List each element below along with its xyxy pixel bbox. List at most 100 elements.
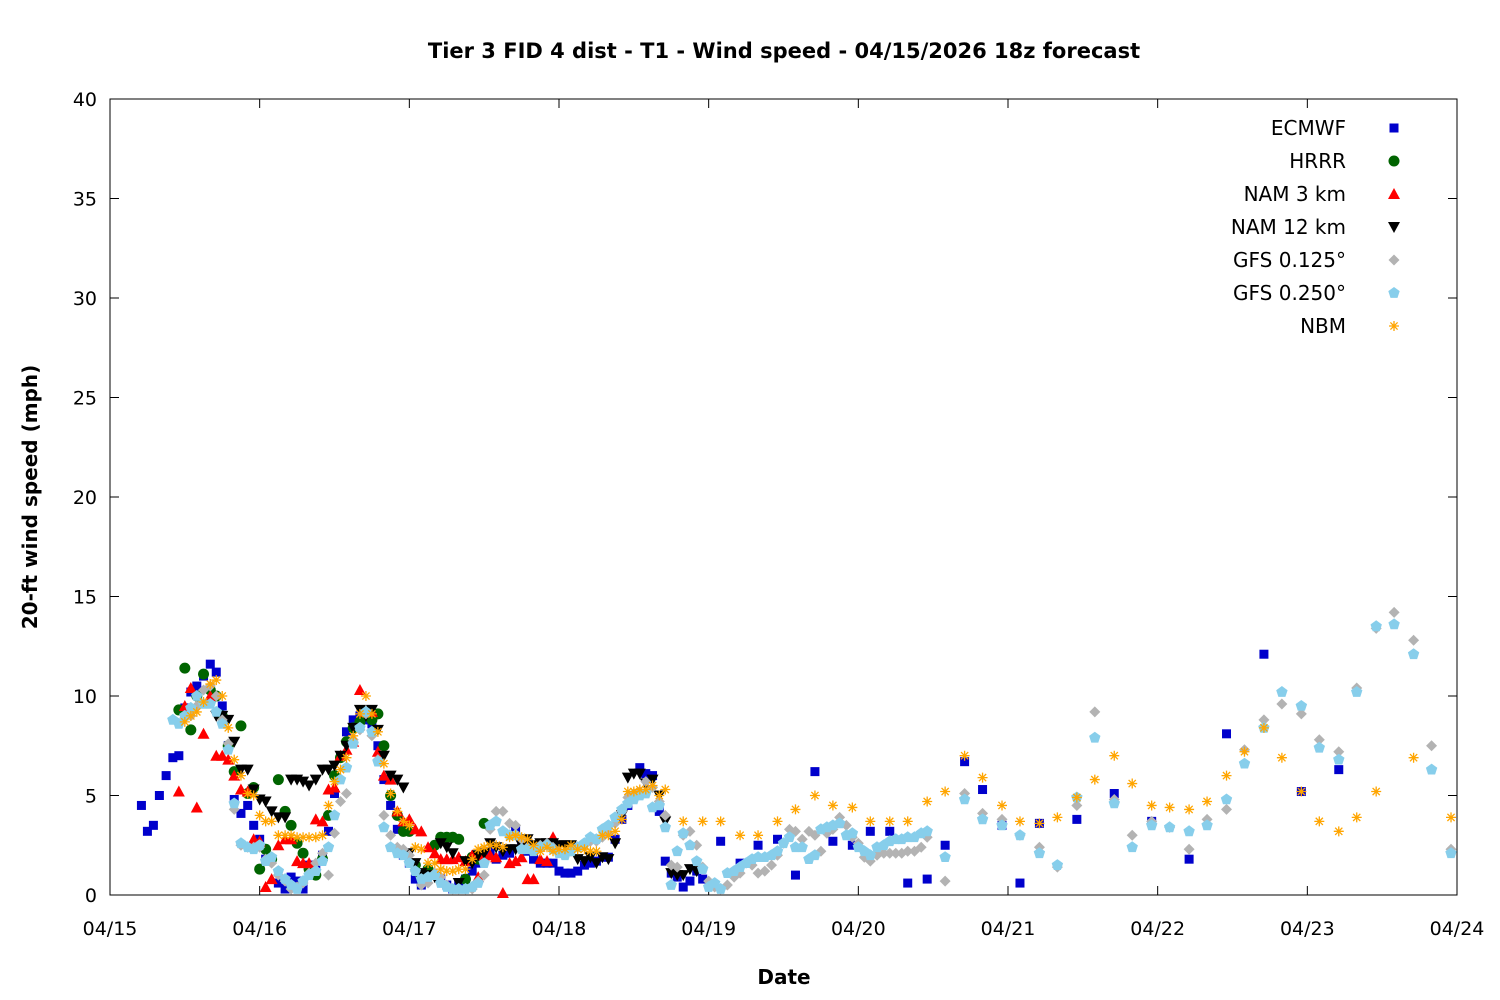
data-point [378,821,390,833]
data-point [640,784,651,795]
data-point [473,844,484,855]
data-point [265,873,278,885]
data-point [211,675,222,686]
data-point [996,819,1008,831]
data-point [154,791,164,800]
data-point [810,767,820,777]
legend-marker [1388,287,1400,298]
data-point [322,764,335,776]
data-point [1071,799,1083,811]
data-point [921,825,933,837]
data-point [654,806,664,816]
data-point [1407,648,1420,660]
data-point [796,833,808,845]
data-point [496,887,509,899]
data-point [286,830,297,841]
data-point [378,758,389,769]
data-point [423,858,434,869]
legend-marker [1388,222,1400,233]
data-point [217,691,228,701]
data-point [1313,734,1325,746]
data-point [1109,750,1120,761]
data-point [591,846,602,857]
data-point [1034,818,1045,829]
data-point [211,667,221,677]
x-tick-label: 04/20 [831,918,886,940]
data-point [678,816,689,827]
data-point [603,830,614,841]
data-point [228,797,240,809]
data-point [329,776,340,787]
data-point [273,830,284,841]
data-point [472,877,484,888]
data-point [441,866,452,877]
series-5 [167,618,1457,894]
data-point [378,809,390,821]
data-point [243,800,253,810]
data-point [671,861,683,873]
data-point [334,750,347,762]
data-point [697,816,708,827]
data-point [205,679,216,690]
data-point [1015,878,1025,888]
data-point [1222,729,1232,739]
data-point [634,784,645,795]
data-point [236,808,246,818]
data-point [559,844,570,855]
data-point [216,717,228,729]
data-point [298,832,309,843]
data-point [478,869,490,881]
data-point [1333,826,1344,837]
x-tick-label: 04/15 [83,918,138,940]
x-axis: 04/15 04/16 04/17 04/18 04/19 04/20 04/21 04/22… [83,99,1484,940]
data-point [902,816,913,827]
data-point [602,854,615,866]
data-point [216,749,229,761]
data-point [217,701,227,711]
data-point [254,810,265,821]
data-point [1313,741,1325,753]
data-point [1445,847,1457,859]
data-point [1239,746,1250,757]
data-point [864,849,876,861]
data-point [766,859,778,871]
data-point [1370,620,1382,632]
data-point [259,881,272,893]
data-point [714,883,727,894]
data-point [1314,816,1325,827]
data-point [548,846,559,857]
data-point [228,769,241,781]
data-point [903,878,913,888]
data-point [179,716,190,727]
data-point [621,772,634,784]
data-point [280,830,291,841]
data-point [168,753,178,763]
data-point [1446,812,1457,823]
x-tick-label: 04/16 [232,918,287,940]
data-point [272,839,285,851]
data-point [1146,819,1158,831]
data-point [959,750,970,761]
data-point [404,820,415,831]
data-point [610,826,621,837]
data-point [1334,765,1344,775]
data-point [222,743,234,755]
data-point [136,800,146,810]
y-tick-label: 30 [73,288,97,310]
data-point [1238,757,1251,769]
data-point [609,838,622,850]
data-point [865,816,876,827]
data-point [715,816,726,827]
data-point [915,841,927,853]
data-point [384,770,397,782]
data-point [809,849,821,861]
data-point [1351,686,1363,697]
data-point [198,696,209,707]
data-point [510,819,522,831]
legend-marker [1389,321,1399,331]
x-tick-label: 04/18 [532,918,587,940]
x-tick-label: 04/17 [382,918,437,940]
data-point [391,774,404,786]
data-point [416,844,427,855]
